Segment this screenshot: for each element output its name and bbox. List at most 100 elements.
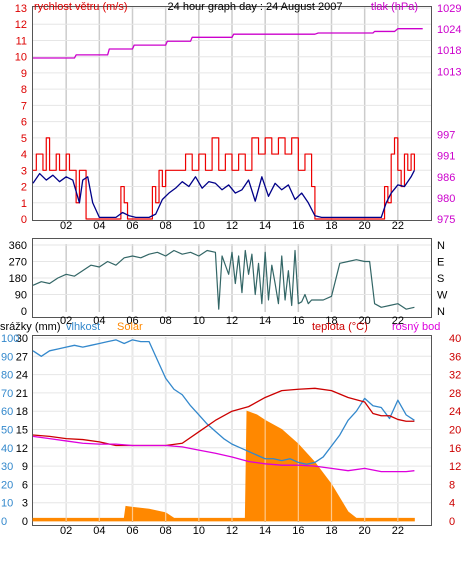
x-tick-label: 06 bbox=[126, 220, 138, 232]
temperature-line bbox=[32, 387, 415, 447]
temperature-tick-label: 12 bbox=[449, 461, 461, 473]
x-tick-label: 08 bbox=[160, 220, 172, 232]
direction-tick-label: 0 bbox=[21, 306, 27, 318]
x-tick-label: 18 bbox=[325, 220, 337, 232]
direction-tick-label: 360 bbox=[9, 240, 27, 252]
rain-tick-label: 0 bbox=[22, 516, 28, 528]
x-tick-label: 16 bbox=[292, 315, 304, 327]
rain-tick-label: 21 bbox=[16, 388, 28, 400]
dewpoint-line bbox=[32, 435, 415, 473]
x-tick-label: 12 bbox=[226, 315, 238, 327]
humidity-tick-label: 40 bbox=[1, 443, 13, 455]
wind-tick-label: 7 bbox=[21, 100, 27, 112]
pressure-line bbox=[33, 28, 423, 59]
humidity-tick-label: 70 bbox=[1, 388, 13, 400]
x-tick-label: 10 bbox=[193, 220, 205, 232]
wind-axis-title: rychlost větru (m/s) bbox=[34, 1, 128, 13]
rain-tick-label: 15 bbox=[16, 425, 28, 437]
graph-title: 24 hour graph day : 24 August 2007 bbox=[168, 1, 343, 13]
temperature-tick-label: 36 bbox=[449, 351, 461, 363]
humidity-tick-label: 0 bbox=[1, 516, 7, 528]
x-tick-label: 10 bbox=[193, 315, 205, 327]
x-tick-label: 02 bbox=[60, 525, 72, 537]
pressure-tick-label: 1024 bbox=[437, 24, 461, 36]
wind-tick-label: 0 bbox=[21, 214, 27, 226]
compass-tick-label: W bbox=[437, 290, 448, 302]
wind-tick-label: 11 bbox=[16, 35, 27, 47]
x-tick-label: 22 bbox=[392, 315, 404, 327]
direction-tick-label: 180 bbox=[9, 273, 27, 285]
humidity-tick-label: 80 bbox=[1, 370, 13, 382]
wind-tick-label: 6 bbox=[21, 117, 27, 129]
x-tick-label: 04 bbox=[93, 315, 105, 327]
x-tick-label: 12 bbox=[226, 220, 238, 232]
compass-tick-label: S bbox=[437, 273, 444, 285]
temperature-tick-label: 8 bbox=[449, 479, 455, 491]
wind-gust-line bbox=[33, 137, 416, 220]
solar-area bbox=[32, 410, 415, 522]
rain-tick-label: 9 bbox=[22, 461, 28, 473]
humidity-tick-label: 30 bbox=[1, 461, 13, 473]
x-tick-label: 12 bbox=[226, 525, 238, 537]
humidity-tick-label: 60 bbox=[1, 406, 13, 418]
wind-direction-line bbox=[32, 249, 415, 310]
x-tick-label: 22 bbox=[392, 220, 404, 232]
x-tick-label: 14 bbox=[259, 525, 271, 537]
humidity-tick-label: 20 bbox=[1, 479, 13, 491]
temperature-tick-label: 32 bbox=[449, 370, 461, 382]
x-tick-label: 14 bbox=[259, 220, 271, 232]
humidity-axis-title: vlhkost bbox=[66, 321, 100, 333]
humidity-tick-label: 100 bbox=[1, 333, 19, 345]
x-tick-label: 18 bbox=[325, 315, 337, 327]
x-tick-label: 14 bbox=[259, 315, 271, 327]
temperature-tick-label: 0 bbox=[449, 516, 455, 528]
wind-tick-label: 12 bbox=[15, 19, 27, 31]
wind-tick-label: 5 bbox=[21, 133, 27, 145]
x-tick-label: 20 bbox=[359, 525, 371, 537]
x-tick-label: 20 bbox=[359, 315, 371, 327]
direction-tick-label: 90 bbox=[15, 290, 27, 302]
x-tick-label: 20 bbox=[359, 220, 371, 232]
x-tick-label: 22 bbox=[392, 525, 404, 537]
temperature-axis-title: teplota (°C) bbox=[312, 321, 368, 333]
wind-tick-label: 13 bbox=[15, 3, 27, 15]
pressure-tick-label: 1029 bbox=[437, 3, 461, 15]
x-tick-label: 18 bbox=[325, 525, 337, 537]
x-tick-label: 06 bbox=[126, 525, 138, 537]
temperature-tick-label: 24 bbox=[449, 406, 461, 418]
temperature-tick-label: 40 bbox=[449, 333, 461, 345]
pressure-tick-label: 991 bbox=[437, 151, 455, 163]
wind-tick-label: 3 bbox=[21, 165, 27, 177]
x-tick-label: 04 bbox=[93, 220, 105, 232]
temperature-tick-label: 16 bbox=[449, 443, 461, 455]
wind-tick-label: 8 bbox=[21, 84, 27, 96]
temperature-tick-label: 20 bbox=[449, 425, 461, 437]
rain-tick-label: 12 bbox=[16, 443, 28, 455]
pressure-tick-label: 1018 bbox=[437, 45, 461, 57]
humidity-tick-label: 50 bbox=[1, 425, 13, 437]
rain-tick-label: 24 bbox=[16, 370, 28, 382]
temperature-tick-label: 4 bbox=[449, 498, 455, 510]
x-tick-label: 02 bbox=[60, 315, 72, 327]
compass-tick-label: E bbox=[437, 257, 444, 269]
compass-tick-label: N bbox=[437, 306, 445, 318]
rain-tick-label: 30 bbox=[16, 333, 28, 345]
wind-tick-label: 1 bbox=[21, 198, 27, 210]
humidity-tick-label: 90 bbox=[1, 351, 13, 363]
solar-axis-title: Solar bbox=[117, 321, 143, 333]
x-tick-label: 08 bbox=[160, 525, 172, 537]
rain-tick-label: 6 bbox=[22, 479, 28, 491]
rain-tick-label: 18 bbox=[16, 406, 28, 418]
humidity-tick-label: 10 bbox=[1, 498, 13, 510]
humidity-line bbox=[32, 339, 415, 465]
x-tick-label: 06 bbox=[126, 315, 138, 327]
rain-axis-title: srážky (mm) bbox=[0, 321, 61, 333]
wind-average-line bbox=[32, 170, 415, 219]
x-tick-label: 08 bbox=[160, 315, 172, 327]
dewpoint-axis-title: rosný bod bbox=[392, 321, 440, 333]
x-tick-label: 02 bbox=[60, 220, 72, 232]
pressure-tick-label: 997 bbox=[437, 130, 455, 142]
x-tick-label: 04 bbox=[93, 525, 105, 537]
